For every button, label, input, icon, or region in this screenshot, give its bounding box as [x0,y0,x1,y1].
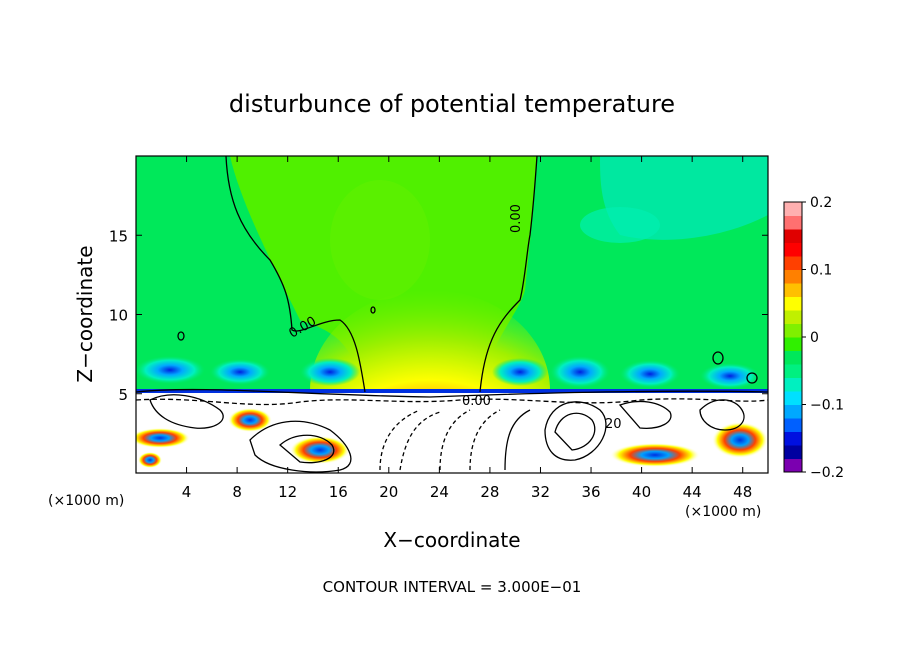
colorbar-swatch [784,445,802,459]
colorbar-tick-label: 0 [810,330,819,346]
x-tick-label: 36 [581,483,600,501]
x-tick-label: 8 [232,483,242,501]
x-tick-label: 16 [329,483,348,501]
chart-title: disturbunce of potential temperature [229,90,675,118]
colorbar-swatch [784,391,802,405]
colorbar-swatch [784,377,802,392]
colorbar-swatch [784,256,802,270]
colorbar-swatch [784,350,802,365]
colorbar-swatch [784,310,802,324]
x-tick-label: 4 [182,483,192,501]
colorbar-swatch [784,418,802,432]
colorbar-swatch [784,458,802,473]
colorbar-swatch [784,296,802,311]
colorbar-tick-label: 0.1 [810,263,832,279]
colorbar-swatch [784,202,802,216]
colorbar-swatch [784,404,802,419]
y-axis-label: Z−coordinate [73,245,97,382]
colorbar-swatch [784,283,802,297]
x-tick-label: 20 [379,483,398,501]
x-unit-right: (×1000 m) [685,504,761,520]
plot-field [136,156,768,473]
y-axis: 5 10 15 [109,227,768,404]
colorbar: 0.2 0.1 0 −0.1 −0.2 [783,195,844,481]
x-tick-label: 40 [632,483,651,501]
colorbar-swatch [784,431,802,446]
colorbar-swatch [784,269,802,284]
contour-label: 20 [605,417,622,432]
contour-label: 0.00 [509,204,524,233]
colorbar-tick-label: −0.2 [810,465,844,481]
x-tick-label: 44 [683,483,702,501]
x-tick-label: 24 [430,483,449,501]
x-axis-label: X−coordinate [383,528,520,552]
colorbar-tick-label: −0.1 [810,398,844,414]
x-tick-label: 12 [278,483,297,501]
colorbar-swatch [784,364,802,378]
x-tick-label: 32 [531,483,550,501]
x-axis: 4 8 12 16 20 24 28 32 36 40 44 48 [182,156,752,501]
y-tick-label: 10 [109,307,128,325]
colorbar-swatch [784,229,802,243]
x-tick-label: 48 [733,483,752,501]
y-tick-label: 15 [109,227,128,245]
colorbar-swatch [784,337,802,351]
x-unit-left: (×1000 m) [48,493,124,509]
colorbar-tick-label: 0.2 [810,195,832,211]
x-tick-label: 28 [480,483,499,501]
contour-label: 0.00 [462,394,491,409]
contour-interval-note: CONTOUR INTERVAL = 3.000E−01 [323,578,582,596]
colorbar-swatch [784,323,802,338]
colorbar-swatch [784,215,802,230]
y-tick-label: 5 [118,386,128,404]
colorbar-swatch [784,242,802,257]
